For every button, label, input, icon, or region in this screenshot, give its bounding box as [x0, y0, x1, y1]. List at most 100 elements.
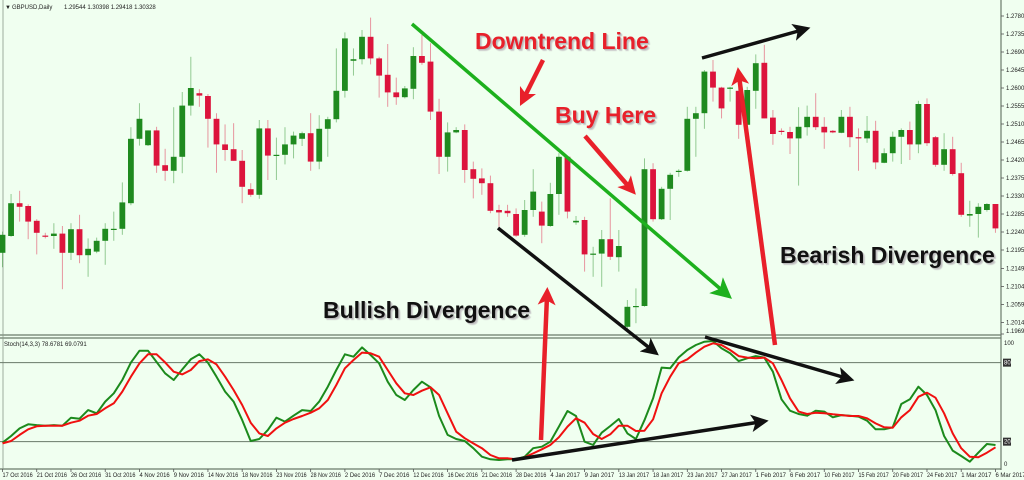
bearish-candle	[821, 117, 828, 149]
bullish-divergence-label: Bullish Divergence	[323, 297, 531, 323]
bullish-candle	[658, 186, 665, 220]
stoch-signal-line	[2, 342, 997, 461]
candle-body	[735, 90, 742, 125]
candle-body	[470, 169, 477, 179]
date-tick-label: 18 Jan 2017	[653, 473, 684, 479]
bearish-candle	[847, 106, 853, 148]
stoch-level-label: 20	[1004, 440, 1011, 446]
candle-body	[966, 214, 973, 216]
candle-body	[453, 130, 460, 133]
candle-body	[25, 206, 32, 222]
candle-body	[727, 87, 733, 89]
bullish-candle	[410, 47, 417, 100]
bullish-candle	[256, 120, 263, 199]
candle-body	[770, 117, 776, 134]
bullish-candle	[316, 115, 323, 170]
candle-body	[384, 74, 391, 93]
bearish-candle	[264, 120, 271, 180]
candle-body	[898, 130, 905, 137]
bullish-candle	[350, 48, 357, 76]
date-tick-label: 17 Oct 2016	[3, 473, 34, 479]
buy-here-label: Buy Here	[555, 102, 656, 128]
candle-body	[179, 105, 186, 157]
price-tick-label: 1.27350	[1006, 32, 1024, 38]
date-tick-label: 18 Nov 2016	[242, 473, 273, 479]
price-tick-label: 1.27800	[1006, 14, 1024, 20]
candle-body	[521, 210, 528, 235]
candle-body	[941, 149, 947, 165]
bullish-candle	[624, 300, 631, 330]
bullish-candle	[8, 194, 14, 237]
price-tick-label: 1.23300	[1006, 194, 1024, 200]
date-tick-label: 15 Feb 2017	[859, 473, 890, 479]
price-tick-label: 1.24200	[1006, 158, 1024, 164]
bullish-candle	[804, 105, 811, 136]
candle-body	[675, 170, 682, 172]
candle-body	[624, 306, 631, 327]
bearish-candle	[496, 204, 502, 227]
bullish-candle	[752, 54, 759, 109]
candle-body	[692, 113, 699, 119]
candle-body	[145, 130, 151, 146]
date-tick-label: 23 Nov 2016	[276, 473, 307, 479]
date-tick-label: 1 Feb 2017	[756, 473, 787, 479]
bullish-candle	[179, 92, 186, 174]
date-tick-label: 6 Mar 2017	[995, 473, 1024, 479]
bearish-candle	[76, 214, 83, 264]
date-tick-label: 4 Jan 2017	[550, 473, 580, 479]
bearish-candle	[770, 110, 776, 145]
candle-body	[795, 126, 802, 139]
stochastic-series	[1, 340, 997, 463]
bullish-candle	[85, 238, 91, 277]
candle-body	[93, 240, 100, 252]
bullish-candle	[881, 148, 888, 164]
candle-body	[256, 128, 263, 195]
bullish-candle	[136, 103, 143, 146]
date-tick-label: 28 Nov 2016	[311, 473, 342, 479]
annotation-arrows	[410, 22, 855, 462]
bullish-candle	[573, 216, 579, 225]
candle-body	[564, 156, 571, 212]
bearish-candle	[42, 232, 49, 239]
stoch-level-badge	[1003, 358, 1011, 367]
downtrend-line	[410, 22, 732, 299]
bearish-candle	[787, 126, 793, 154]
bullish-candle	[838, 110, 845, 134]
bearish-candle	[470, 161, 477, 199]
price-tick-label: 1.26900	[1006, 50, 1024, 56]
candle-body	[264, 128, 271, 156]
candle-body	[290, 135, 297, 145]
candle-body	[461, 130, 468, 170]
candle-body	[855, 137, 862, 139]
bullish-candle	[68, 223, 74, 260]
bullish-candle	[530, 169, 537, 217]
bullish-candle	[453, 127, 460, 134]
price-lower-low-line	[496, 226, 659, 356]
bearish-candle	[710, 60, 716, 102]
candle-body	[581, 220, 588, 255]
candle-body	[247, 189, 254, 195]
bullish-candle	[102, 223, 109, 265]
stoch-main-line	[1, 340, 996, 463]
bearish-candle	[222, 124, 228, 161]
candle-body	[401, 88, 408, 98]
bullish-candle	[966, 200, 973, 227]
ohlc-label: 1.29544 1.30398 1.29418 1.30328	[64, 5, 156, 11]
bearish-candle	[504, 204, 511, 217]
dropdown-triangle-icon[interactable]: ▼	[5, 5, 11, 11]
candle-body	[68, 229, 74, 253]
price-tick-label: 1.26000	[1006, 86, 1024, 92]
candle-body	[342, 38, 348, 91]
candle-body	[350, 59, 357, 61]
candle-body	[239, 160, 246, 187]
bearish-candle	[761, 44, 768, 119]
bullish-candle	[889, 131, 896, 162]
candle-body	[701, 71, 708, 114]
candle-body	[128, 138, 134, 204]
candle-body	[615, 246, 622, 258]
bullish-candle	[145, 130, 151, 146]
candle-body	[213, 118, 220, 145]
candle-body	[530, 191, 537, 210]
stoch-level-badge	[1003, 437, 1011, 446]
